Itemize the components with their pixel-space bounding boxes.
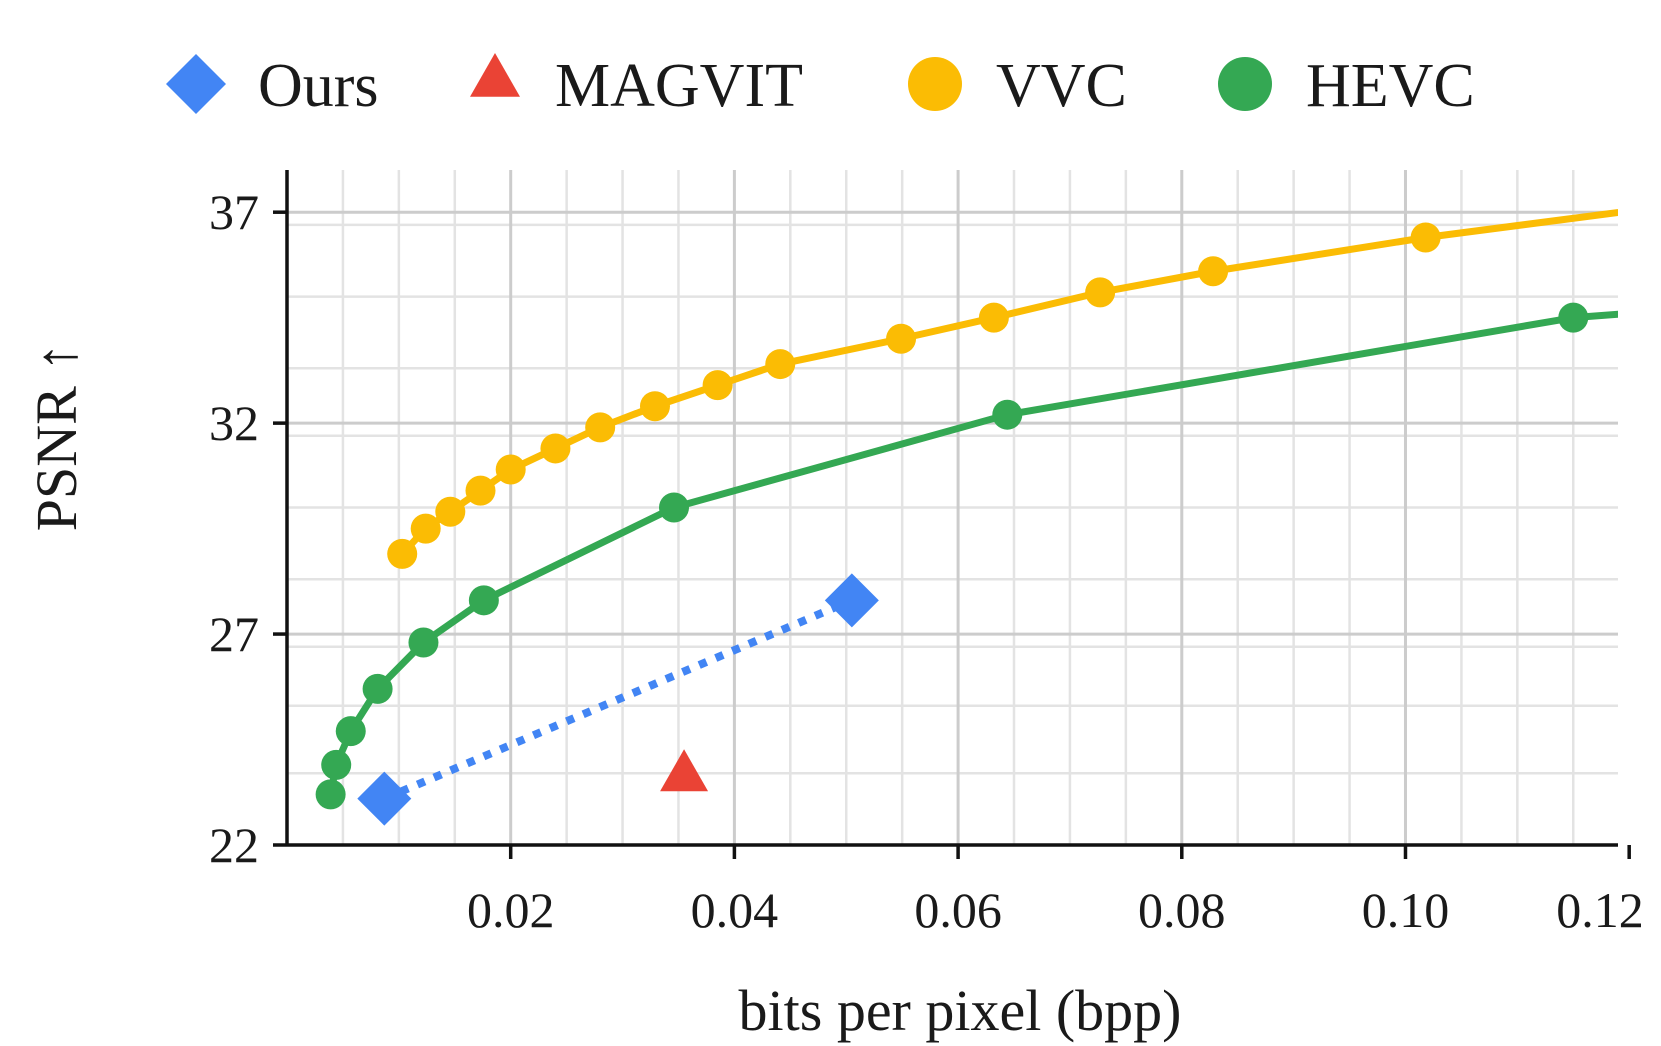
data-point-vvc: [585, 412, 616, 443]
series-vvc: [387, 208, 1618, 569]
data-point-vvc: [978, 302, 1009, 333]
x-tick-label: 0.12: [1556, 882, 1644, 938]
data-point-hevc: [335, 716, 366, 747]
data-point-vvc: [886, 323, 917, 354]
series-magvit: [660, 749, 709, 792]
x-tick-label: 0.08: [1138, 882, 1226, 938]
legend-label-vvc: VVC: [996, 52, 1127, 120]
series: [315, 208, 1618, 826]
axis-labels: bits per pixel (bpp) PSNR ↑: [24, 343, 1181, 1043]
y-tick-label: 32: [209, 395, 259, 451]
legend-marker-hevc: [1218, 57, 1272, 111]
y-tick-label: 27: [209, 606, 259, 662]
y-tick-label: 22: [209, 817, 259, 873]
x-tick-label: 0.02: [467, 882, 555, 938]
series-line-ours: [382, 596, 854, 803]
data-point-magvit: [660, 749, 709, 792]
grid: [287, 170, 1618, 847]
series-line-hevc: [327, 310, 1618, 796]
legend-label-ours: Ours: [258, 52, 379, 120]
data-point-vvc: [1085, 277, 1116, 308]
legend-marker-ours: [166, 54, 226, 114]
series-hevc: [315, 302, 1618, 810]
data-point-hevc: [992, 399, 1023, 430]
legend-item-ours: Ours: [166, 52, 379, 120]
data-point-hevc: [408, 627, 439, 658]
data-point-vvc: [410, 513, 441, 544]
data-point-vvc: [387, 538, 418, 569]
data-point-vvc: [540, 433, 571, 464]
data-point-hevc: [321, 749, 352, 780]
x-tick-label: 0.06: [914, 882, 1002, 938]
data-point-hevc: [1558, 302, 1589, 333]
data-point-vvc: [1410, 222, 1441, 253]
legend-item-magvit: MAGVIT: [470, 52, 803, 120]
legend-marker-magvit: [470, 53, 520, 97]
data-point-vvc: [435, 496, 466, 527]
legend: Ours MAGVIT VVC HEVC: [166, 52, 1475, 120]
data-point-vvc: [1198, 256, 1229, 287]
data-point-hevc: [468, 585, 499, 616]
series-ours: [357, 573, 879, 826]
legend-label-hevc: HEVC: [1306, 52, 1475, 120]
series-line-vvc: [399, 208, 1618, 557]
data-point-vvc: [465, 475, 496, 506]
data-point-hevc: [362, 673, 393, 704]
data-point-vvc: [495, 454, 526, 485]
x-axis-title: bits per pixel (bpp): [739, 978, 1182, 1043]
data-point-ours: [824, 573, 879, 628]
legend-label-magvit: MAGVIT: [555, 52, 803, 120]
legend-marker-vvc: [908, 57, 962, 111]
x-tick-label: 0.10: [1362, 882, 1450, 938]
y-tick-label: 37: [209, 184, 259, 240]
data-point-hevc: [315, 779, 346, 810]
data-point-vvc: [639, 391, 670, 422]
legend-item-hevc: HEVC: [1218, 52, 1475, 120]
y-axis-title: PSNR ↑: [24, 343, 89, 532]
axes: 0.02 0.04 0.06 0.08 0.10 0.12 22 27 32 37: [209, 170, 1644, 938]
data-point-hevc: [658, 492, 689, 523]
data-point-vvc: [765, 349, 796, 380]
x-tick-label: 0.04: [691, 882, 779, 938]
data-point-vvc: [702, 370, 733, 401]
legend-item-vvc: VVC: [908, 52, 1127, 120]
data-point-ours: [357, 771, 412, 826]
